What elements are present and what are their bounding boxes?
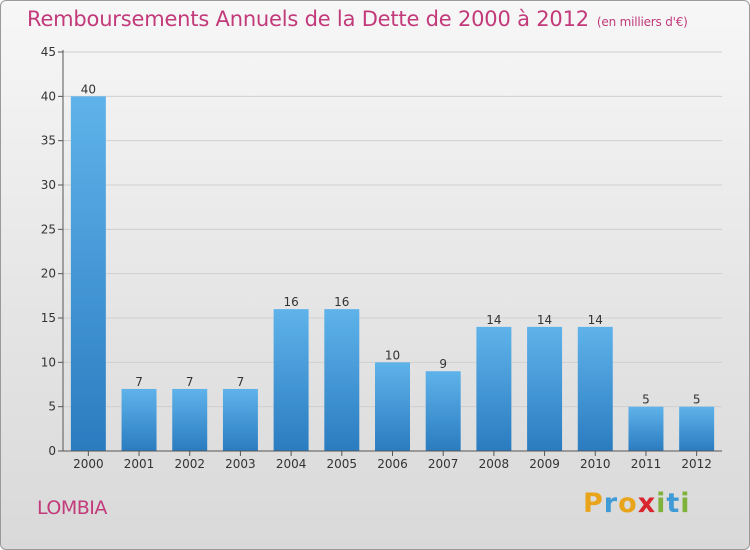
bar: [121, 388, 157, 451]
x-tick-label: 2006: [377, 457, 408, 471]
x-tick-label: 2012: [681, 457, 712, 471]
axes: [58, 50, 722, 456]
logo-letter: t: [666, 488, 681, 519]
x-tick-label: 2007: [428, 457, 459, 471]
y-tick-label: 30: [41, 178, 56, 192]
chart-title: Remboursements Annuels de la Dette de 20…: [27, 7, 688, 31]
y-tick-label: 40: [41, 89, 56, 103]
bar-value-label: 40: [81, 82, 96, 96]
bar-value-label: 7: [186, 375, 194, 389]
logo-letter: x: [637, 488, 657, 519]
logo-letter: P: [583, 488, 604, 519]
bar-value-label: 14: [588, 313, 603, 327]
logo-letter: r: [603, 488, 619, 519]
x-tick-label: 2009: [529, 457, 560, 471]
commune-name: LOMBIA: [37, 497, 107, 519]
title-unit: (en milliers d'€): [596, 15, 688, 29]
bar: [70, 96, 106, 451]
bar: [577, 326, 613, 451]
x-tick-label: 2001: [124, 457, 155, 471]
bar: [375, 362, 410, 451]
x-tick-label: 2002: [174, 457, 205, 471]
y-tick-label: 15: [41, 311, 56, 325]
bar: [628, 406, 664, 451]
y-tick-label: 45: [41, 45, 56, 59]
bar-value-label: 16: [283, 295, 298, 309]
title-text: Remboursements Annuels de la Dette de 20…: [27, 7, 589, 31]
bar: [527, 326, 563, 451]
logo-letter: i: [656, 488, 667, 519]
bar-value-label: 7: [135, 375, 143, 389]
bar-value-label: 9: [439, 357, 447, 371]
logo-letter: o: [618, 488, 638, 519]
x-tick-label: 2000: [73, 457, 104, 471]
bar-value-label: 16: [334, 295, 349, 309]
bar: [324, 309, 360, 451]
bar-value-label: 5: [642, 393, 650, 407]
proxiti-logo[interactable]: Proxiti: [583, 488, 691, 519]
x-tick-label: 2011: [631, 457, 662, 471]
bars: [70, 96, 715, 451]
y-tick-label: 35: [41, 134, 56, 148]
bar-value-label: 14: [486, 313, 501, 327]
x-tick-label: 2004: [276, 457, 307, 471]
bar-value-label: 7: [237, 375, 245, 389]
y-tick-label: 25: [41, 222, 56, 236]
bar-value-label: 14: [537, 313, 552, 327]
y-tick-label: 20: [41, 267, 56, 281]
y-tick-label: 0: [48, 444, 56, 458]
bar-value-label: 5: [693, 393, 701, 407]
bar: [172, 388, 208, 451]
y-tick-label: 10: [41, 355, 56, 369]
logo-letter: i: [680, 488, 691, 519]
x-tick-label: 2008: [479, 457, 510, 471]
bar: [679, 406, 715, 451]
bar: [222, 388, 258, 451]
x-tick-label: 2010: [580, 457, 611, 471]
x-tick-label: 2005: [327, 457, 358, 471]
bar-value-label: 10: [385, 348, 400, 362]
bar: [476, 326, 512, 451]
bar: [273, 309, 309, 451]
labels: 0 5 10 15 20 25 30 35 40 45 40 2000 7 2001 7 2002 7 2003 1…: [41, 45, 712, 471]
y-tick-label: 5: [48, 400, 56, 414]
bar: [425, 371, 461, 451]
x-tick-label: 2003: [225, 457, 256, 471]
